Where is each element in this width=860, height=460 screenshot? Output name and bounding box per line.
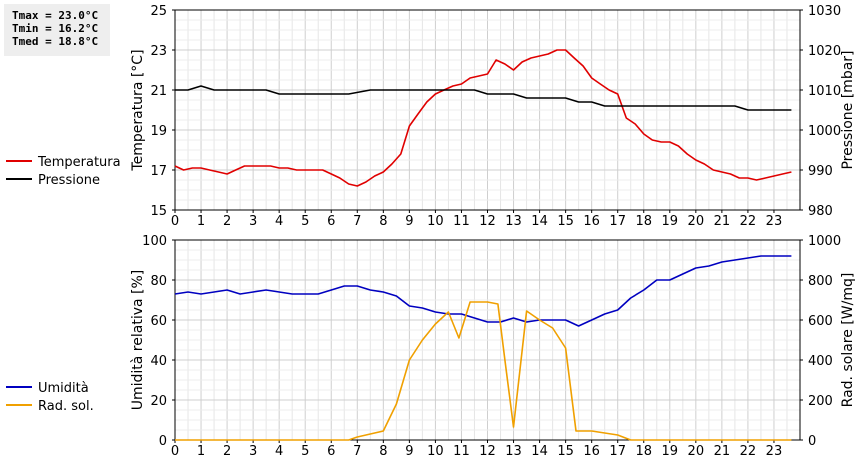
y-tick-label-right: 600	[808, 314, 833, 329]
x-tick-label: 3	[249, 214, 257, 229]
y-tick-label-right: 990	[808, 164, 833, 179]
x-tick-label: 19	[662, 214, 679, 229]
y-tick-label-left: 21	[150, 84, 167, 99]
y-tick-label-left: 80	[150, 274, 167, 289]
y-axis-title-left: Umidità relativa [%]	[130, 270, 146, 411]
x-tick-label: 6	[327, 214, 335, 229]
x-tick-label: 11	[453, 214, 470, 229]
x-tick-label: 6	[327, 444, 335, 459]
x-tick-label: 13	[505, 444, 522, 459]
x-tick-label: 7	[353, 444, 361, 459]
y-axis-title-left: Temperatura [°C]	[130, 49, 146, 171]
x-tick-label: 5	[301, 444, 309, 459]
x-tick-label: 10	[427, 214, 444, 229]
x-tick-label: 1	[197, 444, 205, 459]
x-tick-label: 5	[301, 214, 309, 229]
x-tick-label: 12	[479, 444, 496, 459]
y-tick-label-left: 25	[150, 4, 167, 19]
y-tick-label-right: 1030	[808, 4, 841, 19]
x-tick-label: 14	[531, 444, 548, 459]
x-tick-label: 20	[688, 444, 705, 459]
x-tick-label: 16	[583, 214, 600, 229]
x-tick-label: 0	[171, 444, 179, 459]
x-tick-label: 14	[531, 214, 548, 229]
y-tick-label-left: 40	[150, 354, 167, 369]
series-line-rad-sol-	[175, 301, 792, 441]
legend-label: Temperatura	[37, 155, 121, 170]
legend-label: Rad. sol.	[38, 399, 94, 414]
x-tick-label: 21	[714, 214, 731, 229]
stat-tmax: Tmax = 23.0°C	[12, 9, 99, 22]
stats-box: Tmax = 23.0°C Tmin = 16.2°C Tmed = 18.8°…	[4, 4, 110, 56]
y-axis-title-right: Pressione [mbar]	[840, 50, 856, 169]
y-tick-label-left: 20	[150, 394, 167, 409]
x-tick-label: 3	[249, 444, 257, 459]
x-tick-label: 10	[427, 444, 444, 459]
y-tick-label-right: 800	[808, 274, 833, 289]
x-tick-label: 0	[171, 214, 179, 229]
legend-label: Umidità	[38, 381, 89, 396]
x-tick-label: 8	[379, 444, 387, 459]
series-line-temperatura	[174, 49, 792, 187]
x-tick-label: 15	[557, 214, 574, 229]
x-tick-label: 16	[583, 444, 600, 459]
stat-tmin: Tmin = 16.2°C	[12, 22, 99, 35]
y-tick-label-right: 200	[808, 394, 833, 409]
x-tick-label: 19	[662, 444, 679, 459]
x-tick-label: 2	[223, 214, 231, 229]
y-tick-label-right: 400	[808, 354, 833, 369]
x-tick-label: 20	[688, 214, 705, 229]
y-tick-label-right: 1010	[808, 84, 841, 99]
y-tick-label-left: 17	[150, 164, 167, 179]
y-tick-label-right: 980	[808, 204, 833, 219]
x-tick-label: 22	[740, 444, 757, 459]
y-tick-label-left: 100	[142, 234, 167, 249]
y-tick-label-right: 1020	[808, 44, 841, 59]
y-tick-label-left: 15	[150, 204, 167, 219]
x-tick-label: 4	[275, 444, 283, 459]
series-line-umidit-	[174, 255, 792, 327]
y-axis-title-right: Rad. solare [W/mq]	[840, 273, 856, 408]
x-tick-label: 2	[223, 444, 231, 459]
stat-tmed: Tmed = 18.8°C	[12, 35, 99, 48]
x-tick-label: 4	[275, 214, 283, 229]
series-line-pressione	[175, 85, 792, 111]
legend-label: Pressione	[38, 173, 100, 188]
x-tick-label: 23	[766, 214, 783, 229]
x-tick-label: 17	[609, 214, 626, 229]
x-tick-label: 11	[453, 444, 470, 459]
x-tick-label: 12	[479, 214, 496, 229]
x-tick-label: 13	[505, 214, 522, 229]
y-tick-label-right: 1000	[808, 124, 841, 139]
y-tick-label-right: 1000	[808, 234, 841, 249]
x-tick-label: 23	[766, 444, 783, 459]
x-tick-label: 21	[714, 444, 731, 459]
y-tick-label-left: 23	[150, 44, 167, 59]
x-tick-label: 15	[557, 444, 574, 459]
x-tick-label: 17	[609, 444, 626, 459]
x-tick-label: 9	[405, 444, 413, 459]
x-tick-label: 9	[405, 214, 413, 229]
x-tick-label: 18	[635, 214, 652, 229]
x-tick-label: 22	[740, 214, 757, 229]
y-tick-label-right: 0	[808, 434, 816, 449]
y-tick-label-left: 60	[150, 314, 167, 329]
y-tick-label-left: 19	[150, 124, 167, 139]
x-tick-label: 8	[379, 214, 387, 229]
y-tick-label-left: 0	[159, 434, 167, 449]
x-tick-label: 1	[197, 214, 205, 229]
x-tick-label: 7	[353, 214, 361, 229]
x-tick-label: 18	[635, 444, 652, 459]
